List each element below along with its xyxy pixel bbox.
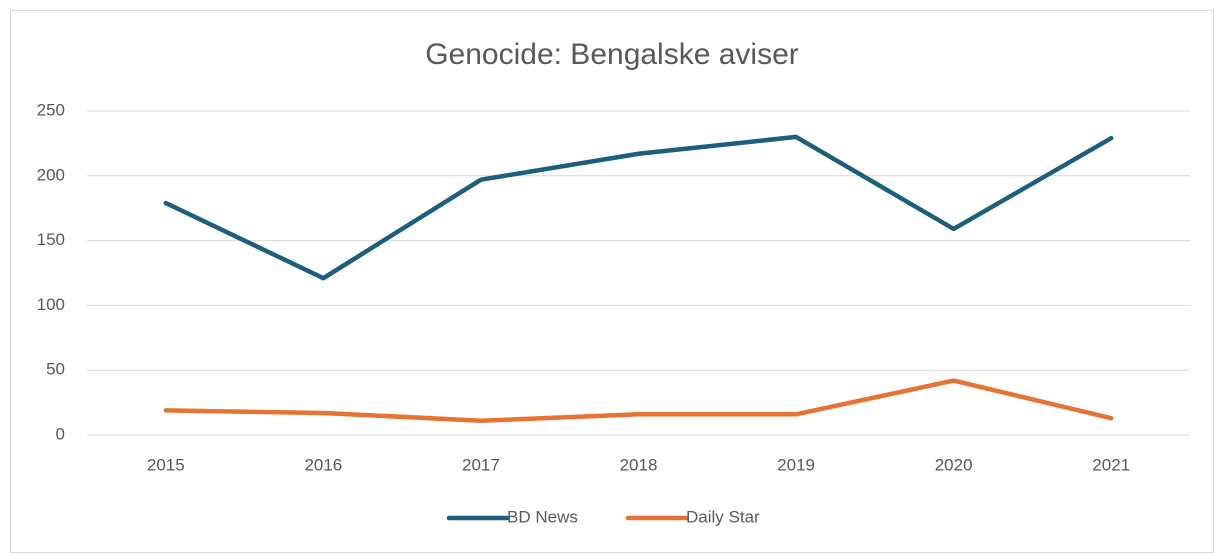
- y-tick-label: 100: [37, 295, 65, 314]
- data-line: [163, 134, 1114, 281]
- legend-label: Daily Star: [686, 507, 760, 526]
- chart-border: [10, 10, 1214, 553]
- x-tick-label: 2017: [462, 455, 500, 474]
- chart-title: Genocide: Bengalske aviser: [425, 38, 799, 71]
- y-tick-label: 150: [37, 230, 65, 249]
- x-tick-label: 2016: [304, 455, 342, 474]
- x-tick-label: 2021: [1092, 455, 1130, 474]
- data-line: [163, 378, 1114, 423]
- y-tick-label: 200: [37, 165, 65, 184]
- y-tick-label: 50: [46, 360, 65, 379]
- y-tick-label: 250: [37, 100, 65, 119]
- legend-label: BD News: [507, 507, 578, 526]
- x-tick-label: 2015: [147, 455, 185, 474]
- x-tick-label: 2020: [935, 455, 973, 474]
- x-tick-label: 2019: [777, 455, 815, 474]
- x-tick-label: 2018: [620, 455, 658, 474]
- y-tick-label: 0: [56, 424, 65, 443]
